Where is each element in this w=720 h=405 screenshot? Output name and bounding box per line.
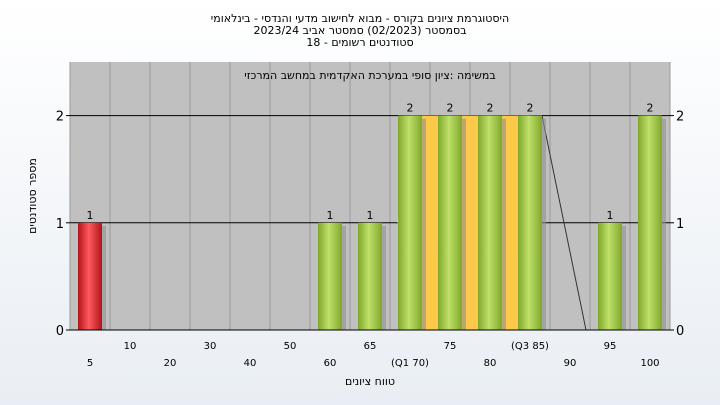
y-tick-label-left: 2 [56,110,64,125]
quartile-band-edge [541,115,587,331]
chart-subtitle: במשימה :ציון סופי במערכת האקדמית במחשב ה… [244,69,495,82]
value-label: 2 [447,102,454,115]
bar [358,222,382,330]
x-tick-label: 90 [564,358,577,369]
x-tick-label: 30 [204,341,217,352]
x-tick-label: 20 [164,358,177,369]
value-label: 2 [647,102,654,115]
x-axis-ticks: 5 10 20 30 40 50 60 65 (Q1 70) 75 80 (Q3 85) 90 95 100 [87,341,660,369]
bar [478,115,502,330]
chart-title-line-1: היסטוגרמת ציונים בקורס - מבוא לחישוב מדע… [211,12,509,25]
x-tick-label: 75 [444,341,457,352]
y-tick-label-left: 1 [56,217,64,232]
chart-title-line-3: סטודנטים רשומים - 18 [306,36,413,49]
x-tick-label: 100 [640,358,659,369]
x-tick-label: 60 [324,358,337,369]
y-tick-label-right: 1 [676,217,684,232]
x-tick-label: (Q3 85) [511,341,549,352]
value-labels: 1 1 1 2 2 2 2 1 2 [87,102,654,222]
x-tick-label: (Q1 70) [391,358,429,369]
x-tick-label: 80 [484,358,497,369]
bar [638,115,662,330]
x-tick-label: 10 [124,341,137,352]
x-tick-label: 65 [364,341,377,352]
bar [78,222,102,330]
y-axis-label: מספר סטודנטים [26,158,39,234]
x-axis-label: טווח ציונים [345,375,395,388]
bar [398,115,422,330]
y-axis-ticks: 0 0 1 1 2 2 [56,110,685,339]
value-label: 1 [87,209,94,222]
value-label: 2 [407,102,414,115]
quartile-band-fill [410,115,530,330]
x-tick-label: 95 [604,341,617,352]
value-label: 2 [487,102,494,115]
chart-title-line-2: בסמסטר (02/2023) סמסטר אביב 2023/24 [253,24,466,37]
value-label: 1 [367,209,374,222]
bar [318,222,342,330]
x-tick-label: 50 [284,341,297,352]
bar [598,222,622,330]
x-tick-label: 40 [244,358,257,369]
value-label: 1 [327,209,334,222]
bar [438,115,462,330]
value-label: 2 [527,102,534,115]
y-tick-label-right: 0 [676,324,684,339]
x-tick-label: 5 [87,358,93,369]
value-label: 1 [607,209,614,222]
y-tick-label-right: 2 [676,110,684,125]
y-tick-label-left: 0 [56,324,64,339]
quartile-band [397,115,587,331]
bar [518,115,542,330]
bars [78,115,666,330]
